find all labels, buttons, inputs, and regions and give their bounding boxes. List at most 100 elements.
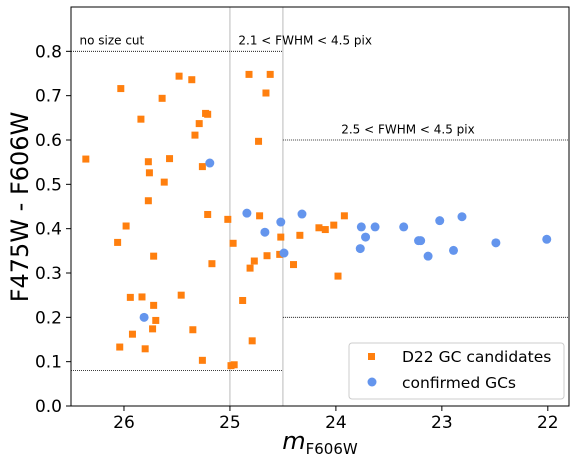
point-candidate xyxy=(250,257,258,265)
point-candidate xyxy=(204,110,212,118)
y-tick-label: 0.7 xyxy=(35,87,62,107)
x-tick-label: 26 xyxy=(113,413,135,433)
point-candidate xyxy=(296,231,304,239)
x-tick-label: 25 xyxy=(219,413,241,433)
point-candidate xyxy=(191,131,199,139)
point-confirmed xyxy=(457,212,467,222)
point-candidate xyxy=(116,343,124,351)
legend-confirmed-label: confirmed GCs xyxy=(402,374,516,392)
point-candidate xyxy=(117,85,125,93)
point-confirmed xyxy=(279,248,289,258)
legend-box xyxy=(348,342,565,400)
point-candidate xyxy=(334,272,342,280)
data-points xyxy=(82,70,552,370)
guide-lines xyxy=(71,7,569,406)
point-candidate xyxy=(166,155,174,163)
point-candidate xyxy=(122,222,130,230)
point-confirmed xyxy=(276,217,286,227)
y-tick-label: 0.0 xyxy=(35,397,62,417)
plot-frame xyxy=(70,6,570,407)
point-candidate xyxy=(266,70,274,78)
point-candidate xyxy=(138,293,146,301)
x-tick-label: 23 xyxy=(431,413,453,433)
point-candidate xyxy=(208,260,216,268)
point-confirmed xyxy=(361,232,371,242)
y-axis: 0.0 0.1 0.2 0.3 0.4 0.5 0.6 0.7 0.8 xyxy=(35,42,71,417)
point-candidate xyxy=(114,238,122,246)
point-candidate xyxy=(152,316,160,324)
point-candidate xyxy=(177,291,185,299)
x-tick-label: 24 xyxy=(325,413,347,433)
point-confirmed xyxy=(449,245,459,255)
point-candidate xyxy=(160,178,168,186)
annotation-fwhm-2-5: 2.5 < FWHM < 4.5 pix xyxy=(341,122,475,136)
point-confirmed xyxy=(205,158,215,168)
point-confirmed xyxy=(370,222,380,232)
x-tick-label: 22 xyxy=(537,413,559,433)
point-candidate xyxy=(255,137,263,145)
point-candidate xyxy=(126,293,134,301)
point-candidate xyxy=(248,337,256,345)
point-candidate xyxy=(290,261,298,269)
y-tick-label: 0.4 xyxy=(35,220,62,240)
point-candidate xyxy=(246,264,254,272)
point-candidate xyxy=(158,94,166,102)
point-candidate xyxy=(239,296,247,304)
point-candidate xyxy=(150,252,158,260)
point-confirmed xyxy=(139,312,149,322)
y-tick-label: 0.1 xyxy=(35,353,62,373)
plot-background xyxy=(71,7,569,406)
point-candidate xyxy=(277,233,285,241)
point-candidate xyxy=(149,325,157,333)
point-candidate xyxy=(256,212,264,220)
y-tick-label: 0.6 xyxy=(35,131,62,151)
y-axis-title: F475W - F606W xyxy=(6,112,34,303)
point-candidate xyxy=(144,158,152,166)
legend-candidate-label: D22 GC candidates xyxy=(402,348,551,366)
point-candidate xyxy=(144,197,152,205)
point-confirmed xyxy=(416,236,426,246)
point-confirmed xyxy=(242,208,252,218)
point-candidate xyxy=(198,356,206,364)
point-confirmed xyxy=(356,222,366,232)
point-candidate xyxy=(229,239,237,247)
annotation-no-size-cut: no size cut xyxy=(79,34,144,48)
x-axis: 26 25 24 23 22 xyxy=(113,406,559,433)
point-candidate xyxy=(188,76,196,84)
point-confirmed xyxy=(355,244,365,254)
point-candidate xyxy=(340,212,348,220)
legend-confirmed-marker xyxy=(367,377,377,387)
legend: D22 GC candidates confirmed GCs xyxy=(348,342,565,400)
point-candidate xyxy=(262,89,270,97)
point-candidate xyxy=(82,155,90,163)
point-candidate xyxy=(150,301,158,309)
point-confirmed xyxy=(542,234,552,244)
point-confirmed xyxy=(435,216,445,226)
point-candidate xyxy=(330,221,338,229)
y-tick-label: 0.5 xyxy=(35,175,62,195)
point-candidate xyxy=(198,163,206,171)
point-candidate xyxy=(141,345,149,353)
point-confirmed xyxy=(260,227,270,237)
point-candidate xyxy=(263,252,271,260)
legend-candidate-marker xyxy=(368,353,375,360)
annotations: no size cut 2.1 < FWHM < 4.5 pix 2.5 < F… xyxy=(79,34,474,137)
point-candidate xyxy=(128,330,136,338)
point-candidate xyxy=(189,326,197,334)
point-candidate xyxy=(137,115,145,123)
annotation-fwhm-2-1: 2.1 < FWHM < 4.5 pix xyxy=(238,34,372,48)
point-candidate xyxy=(321,226,329,234)
y-tick-label: 0.3 xyxy=(35,264,62,284)
point-candidate xyxy=(315,224,323,232)
point-confirmed xyxy=(297,209,307,219)
point-confirmed xyxy=(423,251,433,261)
point-candidate xyxy=(145,169,153,177)
point-confirmed xyxy=(491,238,501,248)
point-candidate xyxy=(204,210,212,218)
point-candidate xyxy=(175,72,183,80)
point-candidate xyxy=(224,215,232,223)
point-candidate xyxy=(245,70,253,78)
point-candidate xyxy=(195,120,203,128)
point-candidate xyxy=(230,361,238,369)
